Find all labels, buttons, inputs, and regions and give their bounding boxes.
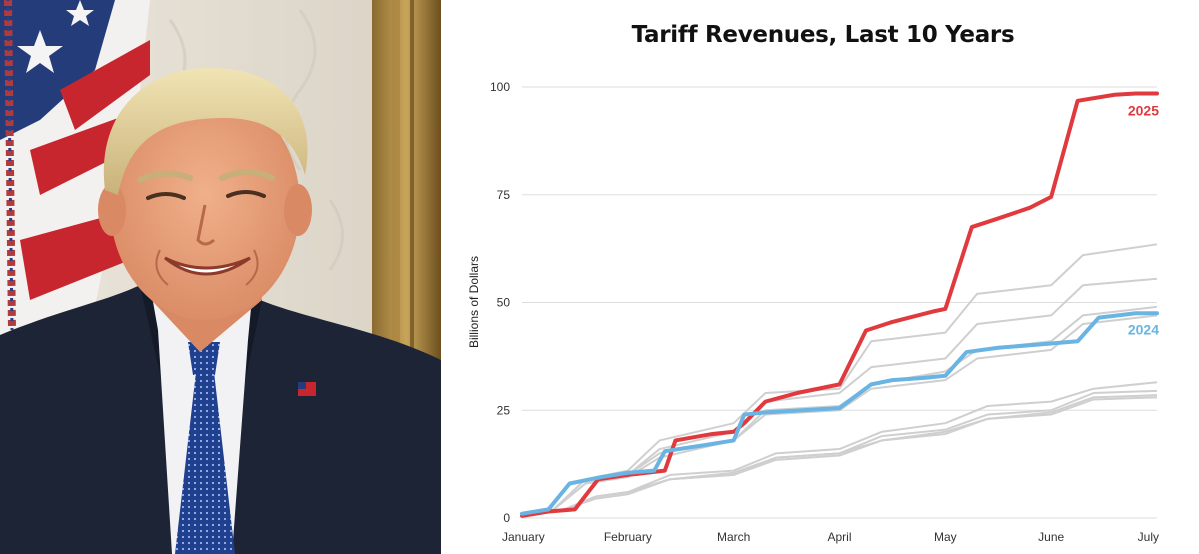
x-tick-label: April xyxy=(827,530,851,544)
y-tick-label: 75 xyxy=(497,188,511,202)
series-line-year-h xyxy=(521,396,1158,515)
portrait-photo-icon xyxy=(0,0,441,554)
highlight-series-layer xyxy=(520,91,1159,518)
series-line-year-d xyxy=(521,314,1158,515)
y-tick-label: 0 xyxy=(503,511,510,525)
series-line-year-g xyxy=(521,394,1158,515)
x-tick-label: July xyxy=(1138,530,1159,544)
series-line-2025 xyxy=(520,91,1159,518)
panel-divider xyxy=(441,0,447,554)
line-chart: 0 25 50 75 100 January February March April May Ju… xyxy=(490,80,1159,544)
chart-title: Tariff Revenues, Last 10 Years xyxy=(631,22,1015,48)
series-line-2024 xyxy=(520,311,1159,516)
y-tick-label: 25 xyxy=(497,403,511,417)
x-tick-label: February xyxy=(604,530,652,544)
x-tick-label: January xyxy=(502,530,545,544)
series-label-2024: 2024 xyxy=(1128,321,1159,337)
y-tick-label: 50 xyxy=(497,296,511,310)
chart-panel: Tariff Revenues, Last 10 Years Billions … xyxy=(447,0,1199,554)
x-tick-label: May xyxy=(934,530,957,544)
series-label-2025: 2025 xyxy=(1128,102,1159,118)
x-tick-label: June xyxy=(1038,530,1064,544)
x-tick-label: March xyxy=(717,530,750,544)
y-tick-label: 100 xyxy=(490,80,510,94)
portrait-photo xyxy=(0,0,441,554)
label-layer: 0 25 50 75 100 January February March April May Ju… xyxy=(490,80,1159,544)
